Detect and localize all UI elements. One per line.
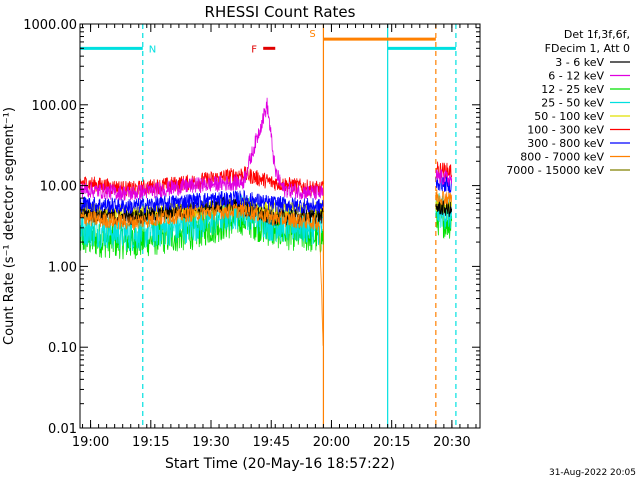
legend-entry-label: 50 - 100 keV [534, 110, 604, 123]
legend-entry-label: 100 - 300 keV [527, 124, 604, 137]
y-axis-label: Count Rate (s⁻¹ detector segment⁻¹) [2, 107, 17, 345]
y-tick-label: 100.00 [32, 99, 78, 114]
legend-entry-label: 25 - 50 keV [541, 97, 604, 110]
y-tick-label: 1.00 [48, 260, 77, 275]
plot-frame [79, 23, 481, 429]
state-bar-label: N [149, 44, 156, 55]
x-tick-label: 19:15 [132, 435, 169, 450]
legend-entry-label: 6 - 12 keV [548, 70, 604, 83]
legend-entry-label: 3 - 6 keV [555, 56, 604, 69]
y-tick-label: 1000.00 [23, 18, 77, 33]
series-line-6-12-kev [80, 97, 453, 201]
x-tick-label: 20:15 [373, 435, 410, 450]
state-bar-label: F [251, 44, 257, 55]
chart-title: RHESSI Count Rates [205, 3, 356, 21]
x-tick-label: 20:00 [313, 435, 350, 450]
state-bar-label: S [309, 29, 315, 40]
y-tick-label: 0.01 [48, 422, 77, 437]
y-tick-label: 0.10 [48, 341, 77, 356]
x-tick-label: 19:30 [192, 435, 229, 450]
legend-entry-label: 800 - 7000 keV [520, 151, 604, 164]
x-tick-label: 19:00 [72, 435, 109, 450]
axes: 0.01 0.10 1.00 10.00 100.00 1000.00 19:00 19:15… [23, 18, 480, 450]
legend-entry-label: 300 - 800 keV [527, 137, 604, 150]
legend-entry-label: 12 - 25 keV [541, 83, 604, 96]
x-tick-label: 20:30 [433, 435, 470, 450]
legend-header-line: Det 1f,3f,6f, [564, 28, 630, 41]
plot-marks [80, 24, 457, 428]
footer-timestamp: 31-Aug-2022 20:05 [549, 468, 636, 478]
legend-header-line: FDecim 1, Att 0 [545, 42, 630, 55]
x-tick-label: 19:45 [253, 435, 290, 450]
legend-entry-label: 7000 - 15000 keV [506, 164, 604, 177]
x-axis-label: Start Time (20-May-16 18:57:22) [165, 456, 395, 472]
y-tick-label: 10.00 [40, 180, 77, 195]
